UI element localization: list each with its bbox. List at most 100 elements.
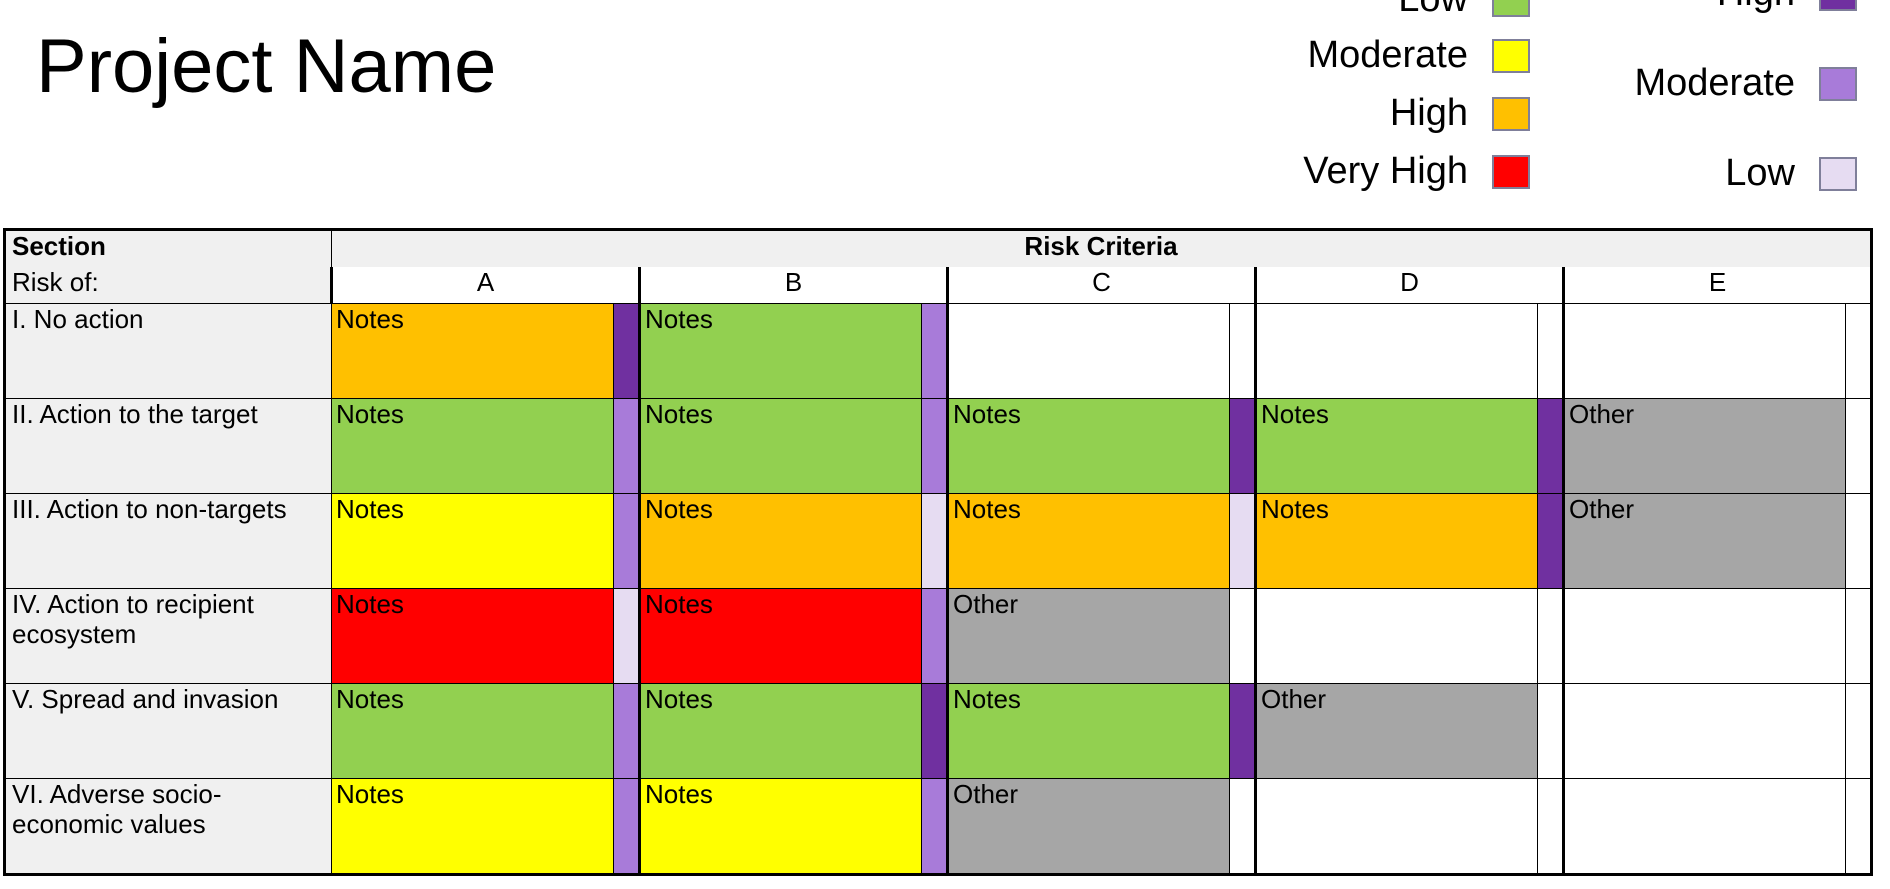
likelihood-legend-swatch — [1819, 67, 1857, 101]
likelihood-legend-label: Low — [1725, 152, 1795, 194]
likelihood-strip — [921, 778, 949, 875]
risk-cell: Other — [947, 588, 1230, 684]
risk-cell — [1255, 778, 1538, 875]
severity-legend-item: Very High — [0, 150, 1530, 192]
likelihood-strip — [613, 303, 641, 399]
row-label: II. Action to the target — [4, 398, 332, 494]
likelihood-legend-swatch — [1819, 0, 1857, 11]
header-row-1: Section Risk Criteria — [4, 229, 1873, 267]
likelihood-strip — [921, 398, 949, 494]
risk-cell: Other — [947, 778, 1230, 875]
likelihood-legend-item: Low — [0, 152, 1857, 194]
risk-cell: Notes — [331, 683, 614, 779]
severity-legend-item: High — [0, 92, 1530, 134]
risk-criteria-header: Risk Criteria — [330, 229, 1873, 267]
risk-cell: Notes — [947, 493, 1230, 589]
likelihood-strip — [1229, 588, 1257, 684]
severity-legend-item: Low — [0, 0, 1530, 20]
risk-cell — [1563, 588, 1846, 684]
likelihood-strip — [1537, 303, 1565, 399]
risk-cell: Notes — [639, 493, 922, 589]
row-label: III. Action to non-targets — [4, 493, 332, 589]
likelihood-strip — [1844, 493, 1874, 589]
likelihood-strip — [613, 683, 641, 779]
severity-legend-label: Very High — [1303, 150, 1468, 192]
likelihood-strip — [1537, 683, 1565, 779]
likelihood-strip — [1537, 778, 1565, 875]
severity-legend-swatch — [1492, 0, 1530, 17]
likelihood-legend-item: Moderate — [0, 62, 1857, 104]
risk-of-header: Risk of: — [4, 267, 332, 304]
column-header-c: C — [946, 267, 1257, 304]
risk-cell — [1255, 303, 1538, 399]
likelihood-strip — [921, 588, 949, 684]
risk-cell: Notes — [1255, 493, 1538, 589]
likelihood-strip — [613, 398, 641, 494]
risk-cell — [1563, 683, 1846, 779]
risk-cell — [1255, 588, 1538, 684]
risk-cell — [947, 303, 1230, 399]
likelihood-strip — [1229, 493, 1257, 589]
risk-cell: Notes — [947, 398, 1230, 494]
risk-cell: Notes — [639, 778, 922, 875]
risk-cell: Notes — [639, 683, 922, 779]
risk-cell: Notes — [947, 683, 1230, 779]
likelihood-strip — [1229, 683, 1257, 779]
likelihood-strip — [613, 778, 641, 875]
likelihood-strip — [921, 303, 949, 399]
risk-cell: Notes — [331, 778, 614, 875]
likelihood-legend-label: High — [1717, 0, 1795, 14]
likelihood-strip — [921, 683, 949, 779]
severity-legend-label: High — [1389, 92, 1468, 134]
risk-cell — [1563, 778, 1846, 875]
table-row: II. Action to the target Notes Notes Notes N… — [4, 398, 1874, 494]
row-label: IV. Action to recipient ecosystem — [4, 588, 332, 684]
risk-cell: Notes — [331, 303, 614, 399]
risk-cell: Notes — [639, 398, 922, 494]
likelihood-strip — [613, 493, 641, 589]
column-header-b: B — [638, 267, 949, 304]
severity-legend-swatch — [1492, 97, 1530, 131]
likelihood-strip — [1844, 303, 1874, 399]
likelihood-strip — [1844, 398, 1874, 494]
likelihood-strip — [1537, 398, 1565, 494]
row-label: V. Spread and invasion — [4, 683, 332, 779]
likelihood-strip — [1844, 683, 1874, 779]
severity-legend-swatch — [1492, 39, 1530, 73]
table-row: VI. Adverse socio-economic values Notes No… — [4, 778, 1874, 875]
column-header-d: D — [1254, 267, 1565, 304]
risk-cell: Notes — [1255, 398, 1538, 494]
row-label: I. No action — [4, 303, 332, 399]
likelihood-strip — [1844, 778, 1874, 875]
table-row: I. No action Notes Notes — [4, 303, 1874, 399]
page-title: Project Name — [36, 24, 497, 109]
severity-legend-swatch — [1492, 155, 1530, 189]
severity-legend-label: Moderate — [1307, 34, 1468, 76]
severity-legend-label: Low — [1398, 0, 1468, 20]
likelihood-legend-swatch — [1819, 157, 1857, 191]
risk-cell: Notes — [331, 398, 614, 494]
likelihood-strip — [1537, 588, 1565, 684]
likelihood-strip — [1844, 588, 1874, 684]
risk-cell: Notes — [331, 493, 614, 589]
likelihood-legend-item: High — [0, 0, 1857, 14]
likelihood-strip — [613, 588, 641, 684]
risk-cell: Notes — [639, 303, 922, 399]
risk-cell: Other — [1255, 683, 1538, 779]
risk-cell: Other — [1563, 398, 1846, 494]
likelihood-legend-label: Moderate — [1634, 62, 1795, 104]
table-row: IV. Action to recipient ecosystem Notes No… — [4, 588, 1874, 684]
row-label: VI. Adverse socio-economic values — [4, 778, 332, 875]
likelihood-strip — [1229, 303, 1257, 399]
column-header-e: E — [1561, 267, 1874, 304]
section-header: Section — [4, 229, 332, 267]
likelihood-strip — [921, 493, 949, 589]
risk-cell: Notes — [639, 588, 922, 684]
likelihood-strip — [1229, 778, 1257, 875]
column-header-a: A — [330, 267, 641, 304]
risk-cell: Notes — [331, 588, 614, 684]
risk-cell — [1563, 303, 1846, 399]
likelihood-strip — [1537, 493, 1565, 589]
likelihood-strip — [1229, 398, 1257, 494]
